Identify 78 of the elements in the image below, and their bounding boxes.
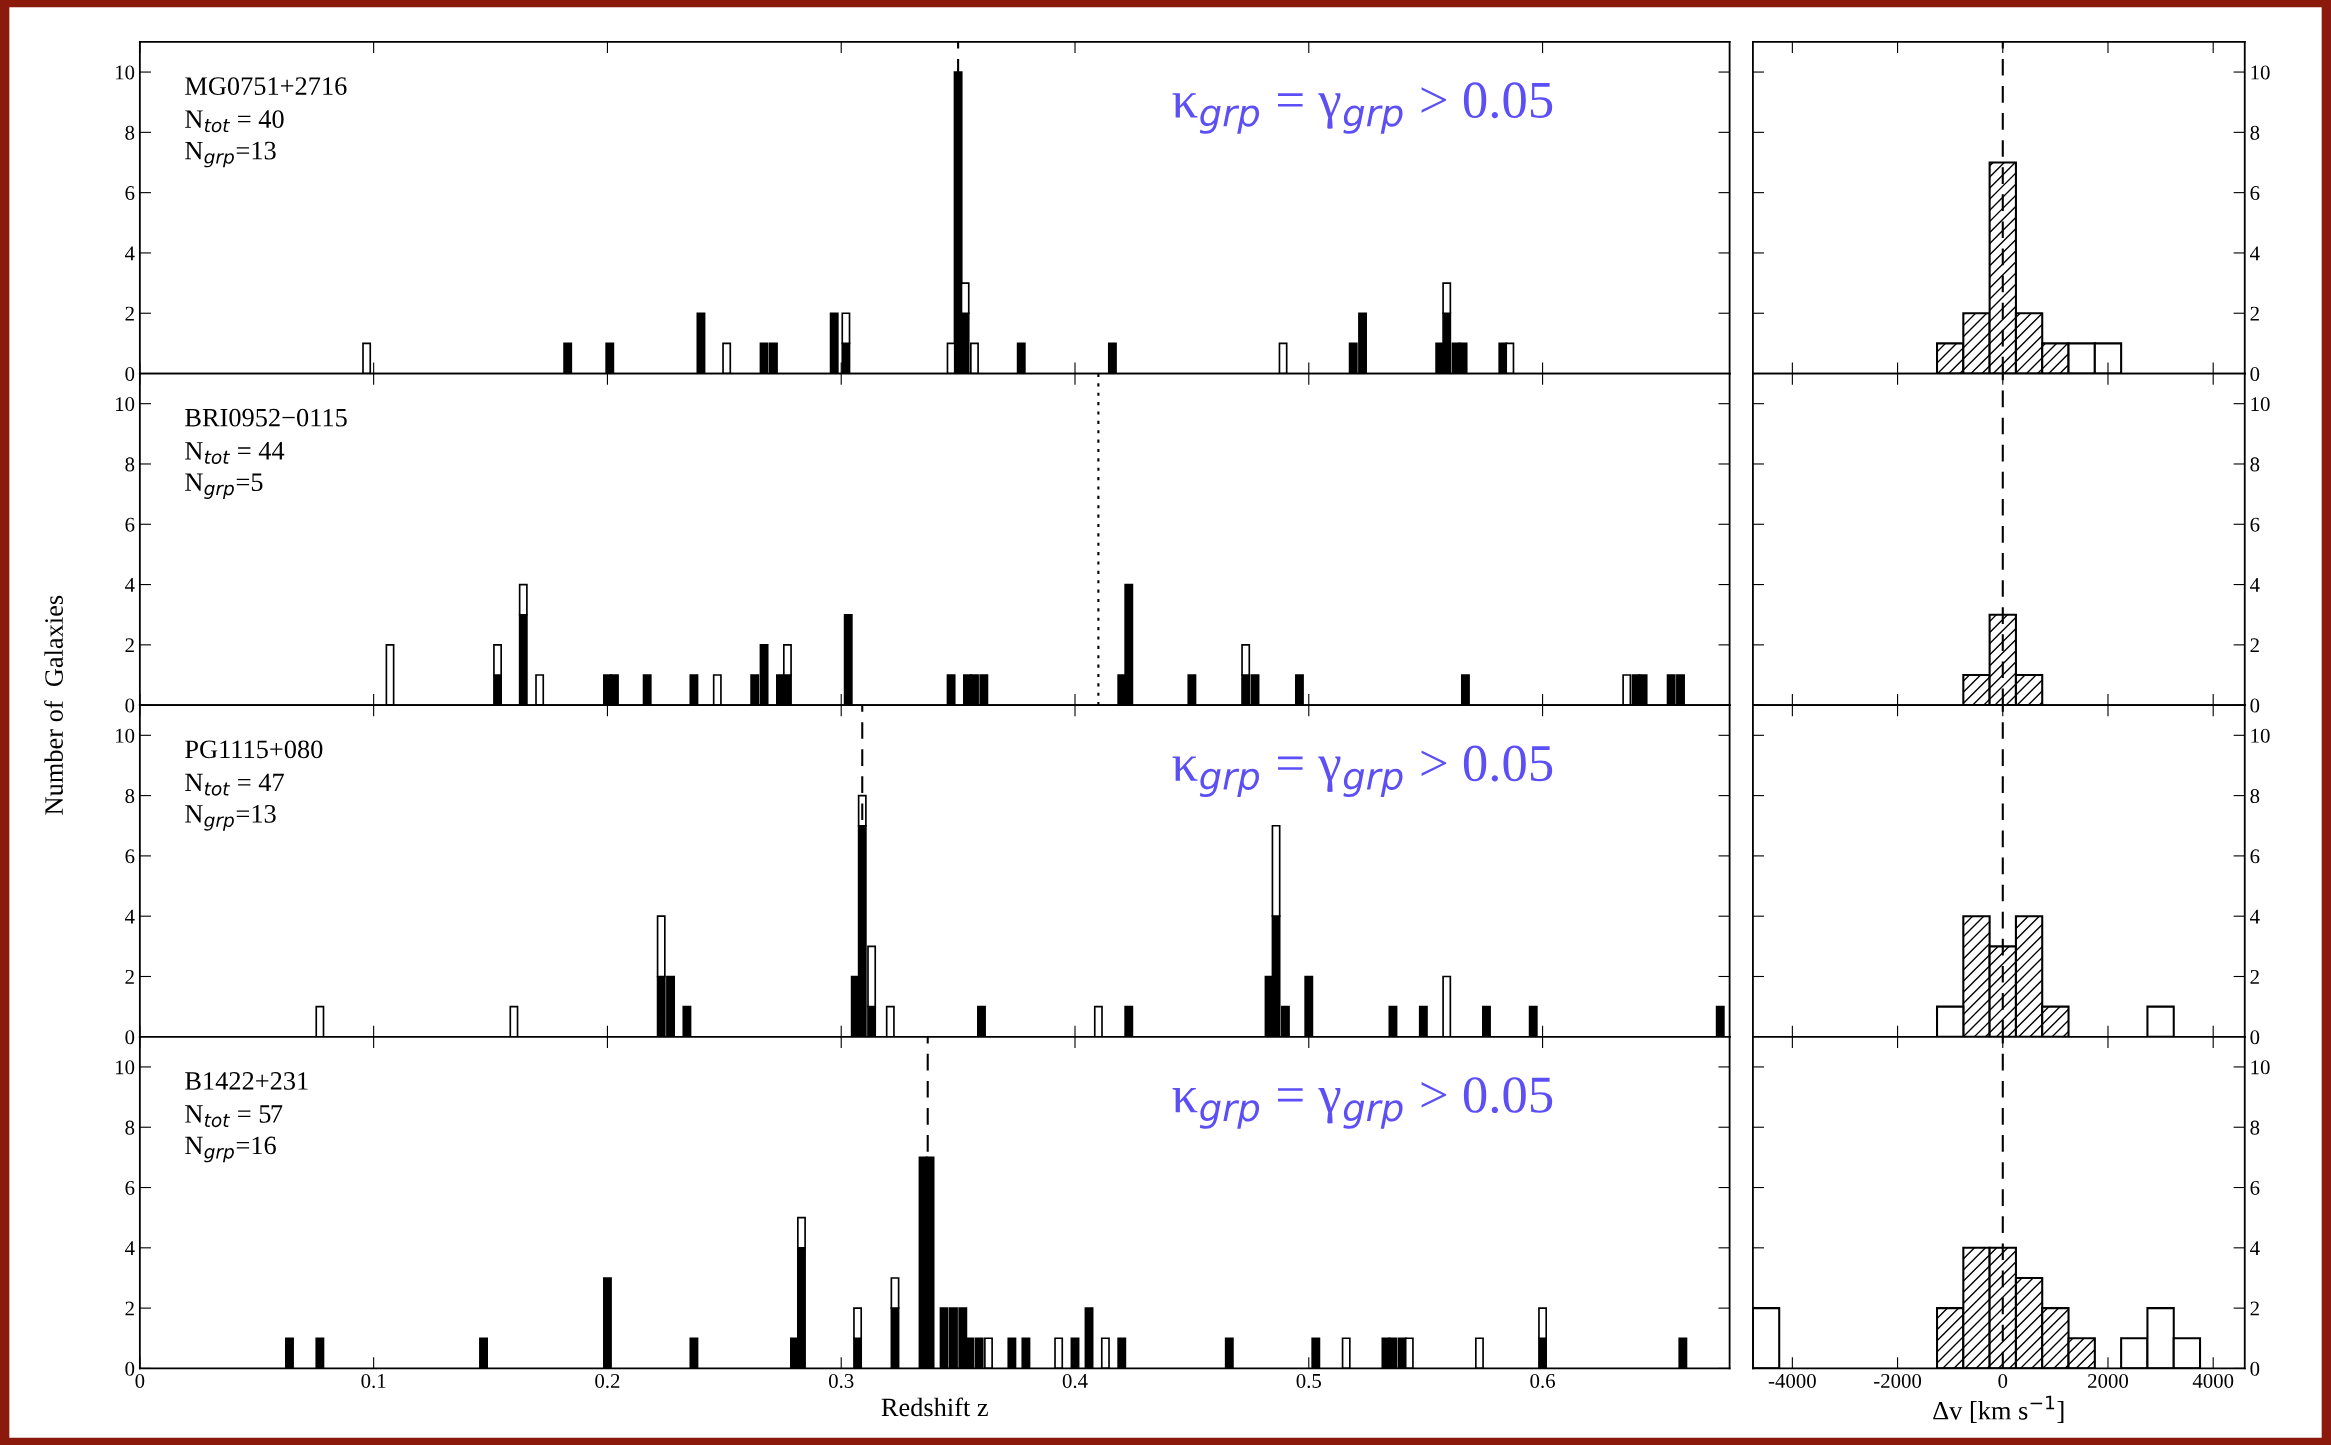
y-tick-label: 6 <box>125 1180 135 1195</box>
y-tick-label: 8 <box>125 1120 135 1135</box>
y-tick-label: 0 <box>2250 366 2260 381</box>
y-tick-label: 10 <box>2251 728 2270 743</box>
y-tick-label: 0 <box>125 1030 135 1045</box>
y-tick-label: 2 <box>125 969 134 984</box>
y-tick-label: 10 <box>116 728 135 743</box>
text: κ$_{grp}$ = γ$_{grp}$ > 0.05 <box>1172 1077 1553 1129</box>
text: B1422+231 <box>185 1072 308 1090</box>
y-tick-label: 8 <box>2250 457 2260 472</box>
x-tick-label: 0 <box>1998 1373 2008 1388</box>
x-tick-label: 0.3 <box>828 1373 854 1389</box>
y-tick-label: 6 <box>2250 1180 2260 1195</box>
y-tick-label: 8 <box>125 457 135 472</box>
y-tick-label: 8 <box>125 125 135 140</box>
y-tick-label: 0 <box>125 698 135 713</box>
y-tick-label: 2 <box>2250 1301 2259 1316</box>
text: κ$_{grp}$ = γ$_{grp}$ > 0.05 <box>1172 745 1553 798</box>
y-tick-label: 10 <box>116 397 135 412</box>
x-tick-label: 0.6 <box>1530 1373 1555 1389</box>
x-tick-label: 0.4 <box>1062 1373 1088 1389</box>
y-tick-label: 2 <box>2250 638 2259 653</box>
y-tick-label: 10 <box>116 1060 135 1075</box>
y-tick-label: 4 <box>2250 578 2260 592</box>
y-tick-label: 10 <box>2251 1060 2270 1075</box>
x-tick-label: -4000 <box>1768 1373 1816 1388</box>
y-tick-label: 8 <box>2250 125 2260 140</box>
annotation: N$_{tot}$ = 44 <box>185 442 285 465</box>
y-axis-title: Number of Galaxies <box>44 595 63 815</box>
y-tick-label: 4 <box>2250 909 2260 924</box>
y-tick-label: 10 <box>2251 397 2270 412</box>
x-tick-label: 2000 <box>2088 1373 2129 1388</box>
annotation: N$_{grp}$=13 <box>185 804 276 831</box>
y-tick-label: 0 <box>125 366 135 381</box>
text: BRI0952−0115 <box>185 408 347 427</box>
y-tick-label: 6 <box>2250 517 2260 532</box>
y-tick-label: 0 <box>2250 1030 2260 1045</box>
text: MG0751+2716 <box>185 77 347 95</box>
y-tick-label: 4 <box>124 1241 135 1256</box>
y-tick-label: 2 <box>2250 969 2259 984</box>
annotation: N$_{grp}$=5 <box>185 473 263 499</box>
y-tick-label: 0 <box>125 1361 135 1376</box>
x-tick-label: 4000 <box>2192 1373 2234 1388</box>
y-tick-label: 8 <box>2250 788 2260 804</box>
x-tick-label: 0.2 <box>595 1373 620 1389</box>
x-tick-label: -2000 <box>1874 1373 1922 1388</box>
annotation: N$_{tot}$ = 40 <box>185 110 284 133</box>
x-tick-label: 0.1 <box>361 1373 386 1389</box>
y-tick-label: 10 <box>116 65 135 80</box>
x-axis-title: Redshift z <box>881 1397 988 1417</box>
y-tick-label: 10 <box>2251 65 2270 80</box>
annotation: N$_{tot}$ = 57 <box>185 1105 283 1128</box>
y-tick-label: 4 <box>124 578 135 592</box>
y-tick-label: 6 <box>125 517 135 532</box>
y-tick-label: 8 <box>2250 1120 2260 1135</box>
y-tick-label: 0 <box>2250 698 2260 713</box>
y-tick-label: 2 <box>125 1301 134 1316</box>
y-tick-label: 6 <box>2250 186 2260 201</box>
y-tick-label: 4 <box>2250 1241 2260 1256</box>
annotation: N$_{grp}$=13 <box>185 141 276 168</box>
y-tick-label: 8 <box>125 788 135 804</box>
text: κ$_{grp}$ = γ$_{grp}$ > 0.05 <box>1172 82 1553 134</box>
y-tick-label: 4 <box>2250 246 2260 261</box>
annotation: N$_{grp}$=16 <box>185 1136 276 1163</box>
y-tick-label: 6 <box>2250 849 2260 864</box>
y-tick-label: 2 <box>125 306 134 321</box>
x-tick-label: 0.5 <box>1296 1373 1321 1389</box>
y-tick-label: 6 <box>125 186 135 201</box>
x-tick-label: 0 <box>135 1373 145 1388</box>
y-tick-label: 2 <box>2250 306 2259 321</box>
y-tick-label: 6 <box>125 849 135 864</box>
x-axis-title: Δv [km s$^{−1}$] <box>1933 1395 2064 1423</box>
annotation: N$_{tot}$ = 47 <box>185 773 284 796</box>
y-tick-label: 2 <box>125 638 134 653</box>
y-tick-label: 4 <box>124 909 135 924</box>
y-tick-label: 0 <box>2250 1361 2260 1376</box>
y-tick-label: 4 <box>124 246 135 261</box>
text: PG1115+080 <box>185 740 323 759</box>
